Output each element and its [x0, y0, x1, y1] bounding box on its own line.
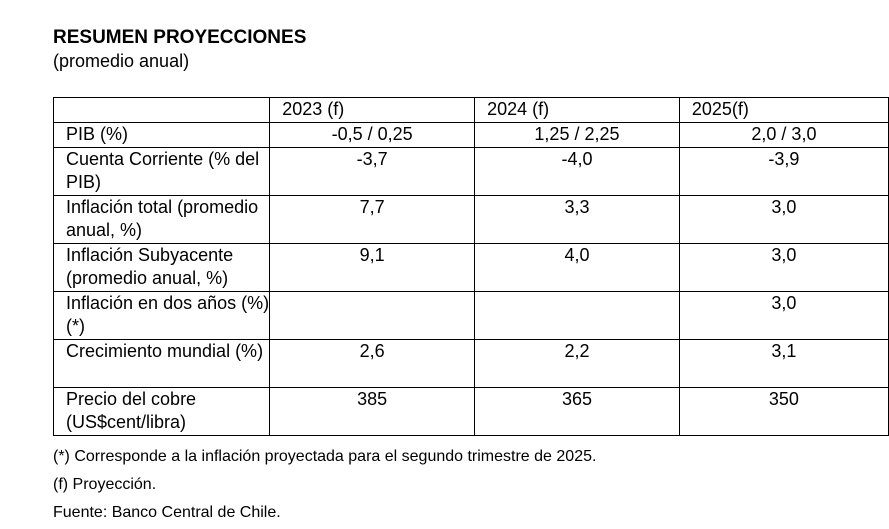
cell-2024: 1,25 / 2,25 — [474, 122, 680, 148]
header-2023: 2023 (f) — [269, 97, 476, 123]
header-2025: 2025(f) — [678, 97, 889, 123]
cell-2023: 2,6 — [269, 339, 476, 388]
cell-2023: 7,7 — [269, 195, 476, 244]
footnote-asterisk: (*) Corresponde a la inflación proyectad… — [53, 448, 597, 465]
table-row-crecimiento-mundial: Crecimiento mundial (%) 2,6 2,2 3,1 — [52, 339, 889, 388]
table-row-pib: PIB (%) -0,5 / 0,25 1,25 / 2,25 2,0 / 3,… — [52, 122, 889, 148]
cell-2023: 9,1 — [269, 243, 476, 292]
table-row-precio-cobre: Precio del cobre (US$cent/libra) 385 365… — [52, 387, 889, 436]
cell-2025: 3,0 — [678, 291, 889, 340]
cell-2025: 350 — [678, 387, 889, 436]
cell-2025: 3,1 — [678, 339, 889, 388]
cell-2023: -0,5 / 0,25 — [269, 122, 476, 148]
cell-2024 — [474, 291, 680, 340]
cell-2025: 2,0 / 3,0 — [678, 122, 889, 148]
table-row-inflacion-dos-anos: Inflación en dos años (%) (*) 3,0 — [52, 291, 889, 340]
table-header-row: 2023 (f) 2024 (f) 2025(f) — [52, 97, 889, 123]
row-label: Inflación en dos años (%) (*) — [52, 291, 271, 340]
cell-2024: 4,0 — [474, 243, 680, 292]
row-label: Cuenta Corriente (% del PIB) — [52, 147, 271, 196]
table-row-cuenta-corriente: Cuenta Corriente (% del PIB) -3,7 -4,0 -… — [52, 147, 889, 196]
cell-2025: -3,9 — [678, 147, 889, 196]
table-row-inflacion-subyacente: Inflación Subyacente (promedio anual, %)… — [52, 243, 889, 292]
row-label: PIB (%) — [52, 122, 271, 148]
cell-2023: -3,7 — [269, 147, 476, 196]
header-2024: 2024 (f) — [474, 97, 680, 123]
row-label: Inflación total (promedio anual, %) — [52, 195, 271, 244]
cell-2023: 385 — [269, 387, 476, 436]
document-subtitle: (promedio anual) — [53, 51, 190, 71]
cell-2024: 2,2 — [474, 339, 680, 388]
cell-2025: 3,0 — [678, 195, 889, 244]
row-label: Inflación Subyacente (promedio anual, %) — [52, 243, 271, 292]
cell-2023 — [269, 291, 476, 340]
document-title: RESUMEN PROYECCIONES — [53, 27, 307, 48]
cell-2024: 3,3 — [474, 195, 680, 244]
row-label: Precio del cobre (US$cent/libra) — [52, 387, 271, 436]
cell-2024: -4,0 — [474, 147, 680, 196]
table-row-inflacion-total: Inflación total (promedio anual, %) 7,7 … — [52, 195, 889, 244]
footnote-projection: (f) Proyección. — [53, 476, 157, 493]
row-label: Crecimiento mundial (%) — [52, 339, 271, 388]
header-cell-empty — [52, 97, 271, 123]
projections-table: 2023 (f) 2024 (f) 2025(f) PIB (%) -0,5 /… — [52, 97, 889, 436]
source-note: Fuente: Banco Central de Chile. — [53, 504, 281, 521]
cell-2025: 3,0 — [678, 243, 889, 292]
cell-2024: 365 — [474, 387, 680, 436]
